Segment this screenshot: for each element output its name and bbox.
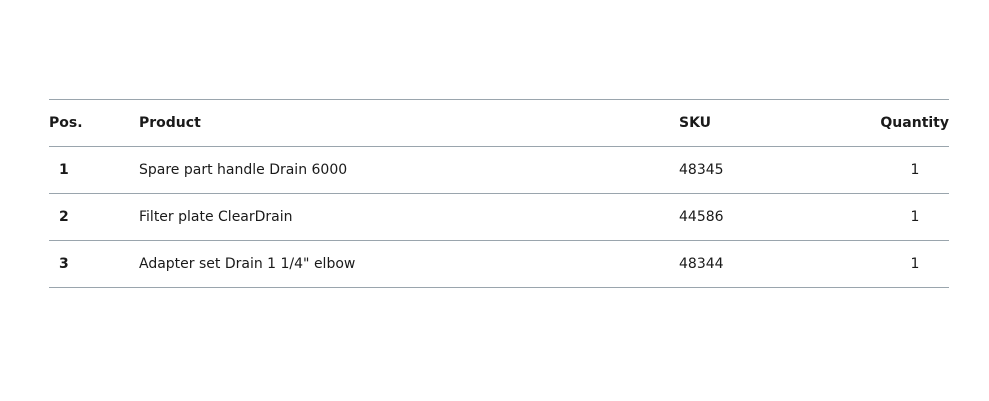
cell-product: Spare part handle Drain 6000: [139, 162, 348, 178]
cell-product: Filter plate ClearDrain: [139, 209, 293, 225]
header-sku: SKU: [679, 115, 712, 131]
table-header: Pos. Product SKU Quantity: [49, 99, 949, 146]
cell-pos: 1: [59, 162, 69, 178]
header-pos: Pos.: [49, 115, 83, 131]
header-product: Product: [139, 115, 201, 131]
header-quantity: Quantity: [880, 115, 949, 131]
cell-sku: 44586: [679, 209, 724, 225]
cell-sku: 48344: [679, 256, 724, 272]
cell-quantity: 1: [910, 256, 920, 272]
cell-pos: 3: [59, 256, 69, 272]
cell-sku: 48345: [679, 162, 724, 178]
table-row: 3 Adapter set Drain 1 1/4" elbow 48344 1: [49, 240, 949, 288]
cell-pos: 2: [59, 209, 69, 225]
table-row: 2 Filter plate ClearDrain 44586 1: [49, 193, 949, 240]
table-row: 1 Spare part handle Drain 6000 48345 1: [49, 146, 949, 193]
cell-quantity: 1: [910, 209, 920, 225]
parts-table: Pos. Product SKU Quantity 1 Spare part h…: [49, 99, 949, 288]
cell-product: Adapter set Drain 1 1/4" elbow: [139, 256, 356, 272]
cell-quantity: 1: [910, 162, 920, 178]
